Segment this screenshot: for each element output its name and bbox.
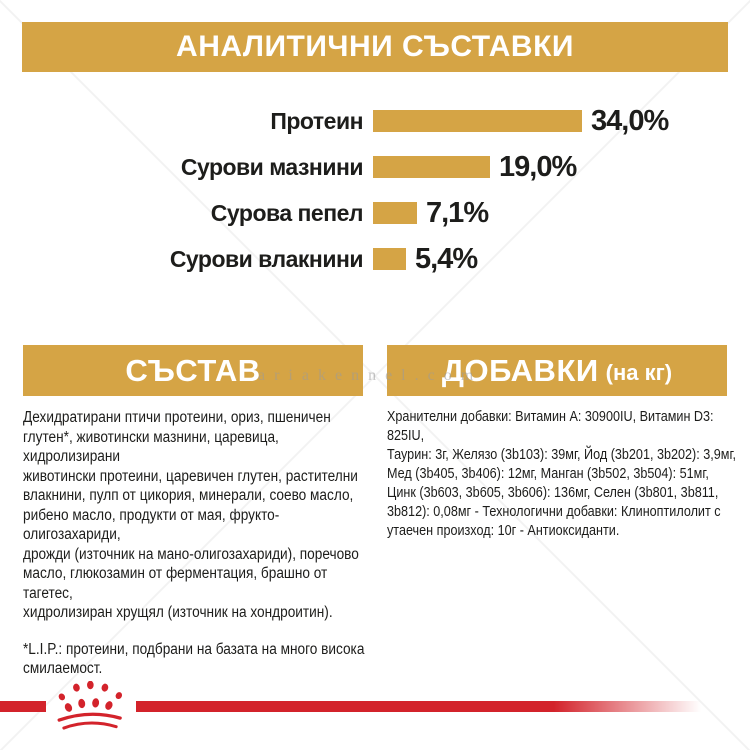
additives-section-body: Хранителни добавки: Витамин A: 30900IU, … <box>387 408 737 541</box>
chart-bar <box>373 156 490 178</box>
chart-category-label: Сурови мазнини <box>180 153 364 180</box>
chart-row: Сурови влакнини 5,4% <box>0 243 668 275</box>
chart-bar <box>373 248 406 270</box>
analytical-constituents-title: АНАЛИТИЧНИ СЪСТАВКИ <box>176 30 574 63</box>
chart-value-label: 5,4% <box>415 242 478 275</box>
additives-banner: ДОБАВКИ (на кг) <box>387 345 727 396</box>
composition-title: СЪСТАВ <box>125 352 261 388</box>
additives-paragraph: Хранителни добавки: Витамин A: 30900IU, … <box>387 409 737 539</box>
chart-row: Протеин 34,0% <box>0 105 669 137</box>
chart-row: Сурова пепел 7,1% <box>0 197 668 229</box>
chart-category-label: Протеин <box>270 107 363 134</box>
lip-footnote: *L.I.P.: протеини, подбрани на базата на… <box>23 640 365 678</box>
ingredients-paragraph: Дехидратирани птичи протеини, ориз, пшен… <box>23 409 359 621</box>
additives-title: ДОБАВКИ <box>441 352 599 388</box>
chart-bar <box>373 202 417 224</box>
composition-section-body: Дехидратирани птичи протеини, ориз, пшен… <box>23 408 368 679</box>
additives-title-suffix: (на кг) <box>605 359 673 385</box>
nutrition-bar-chart: Протеин 34,0% Сурови мазнини 19,0% Сурова пе… <box>0 105 669 275</box>
royal-canin-crown-paw-icon <box>57 681 123 730</box>
chart-row: Сурови мазнини 19,0% <box>0 151 668 183</box>
chart-bar <box>373 110 582 132</box>
footer-red-stripe-left <box>0 701 46 712</box>
chart-value-label: 7,1% <box>426 196 489 229</box>
footer-red-stripe-right <box>136 701 750 712</box>
chart-value-label: 34,0% <box>591 104 669 137</box>
chart-category-label: Сурова пепел <box>210 199 364 226</box>
composition-banner: СЪСТАВ <box>23 345 363 396</box>
chart-value-label: 19,0% <box>499 150 577 183</box>
chart-category-label: Сурови влакнини <box>169 245 364 272</box>
analytical-constituents-banner: АНАЛИТИЧНИ СЪСТАВКИ <box>22 22 728 72</box>
